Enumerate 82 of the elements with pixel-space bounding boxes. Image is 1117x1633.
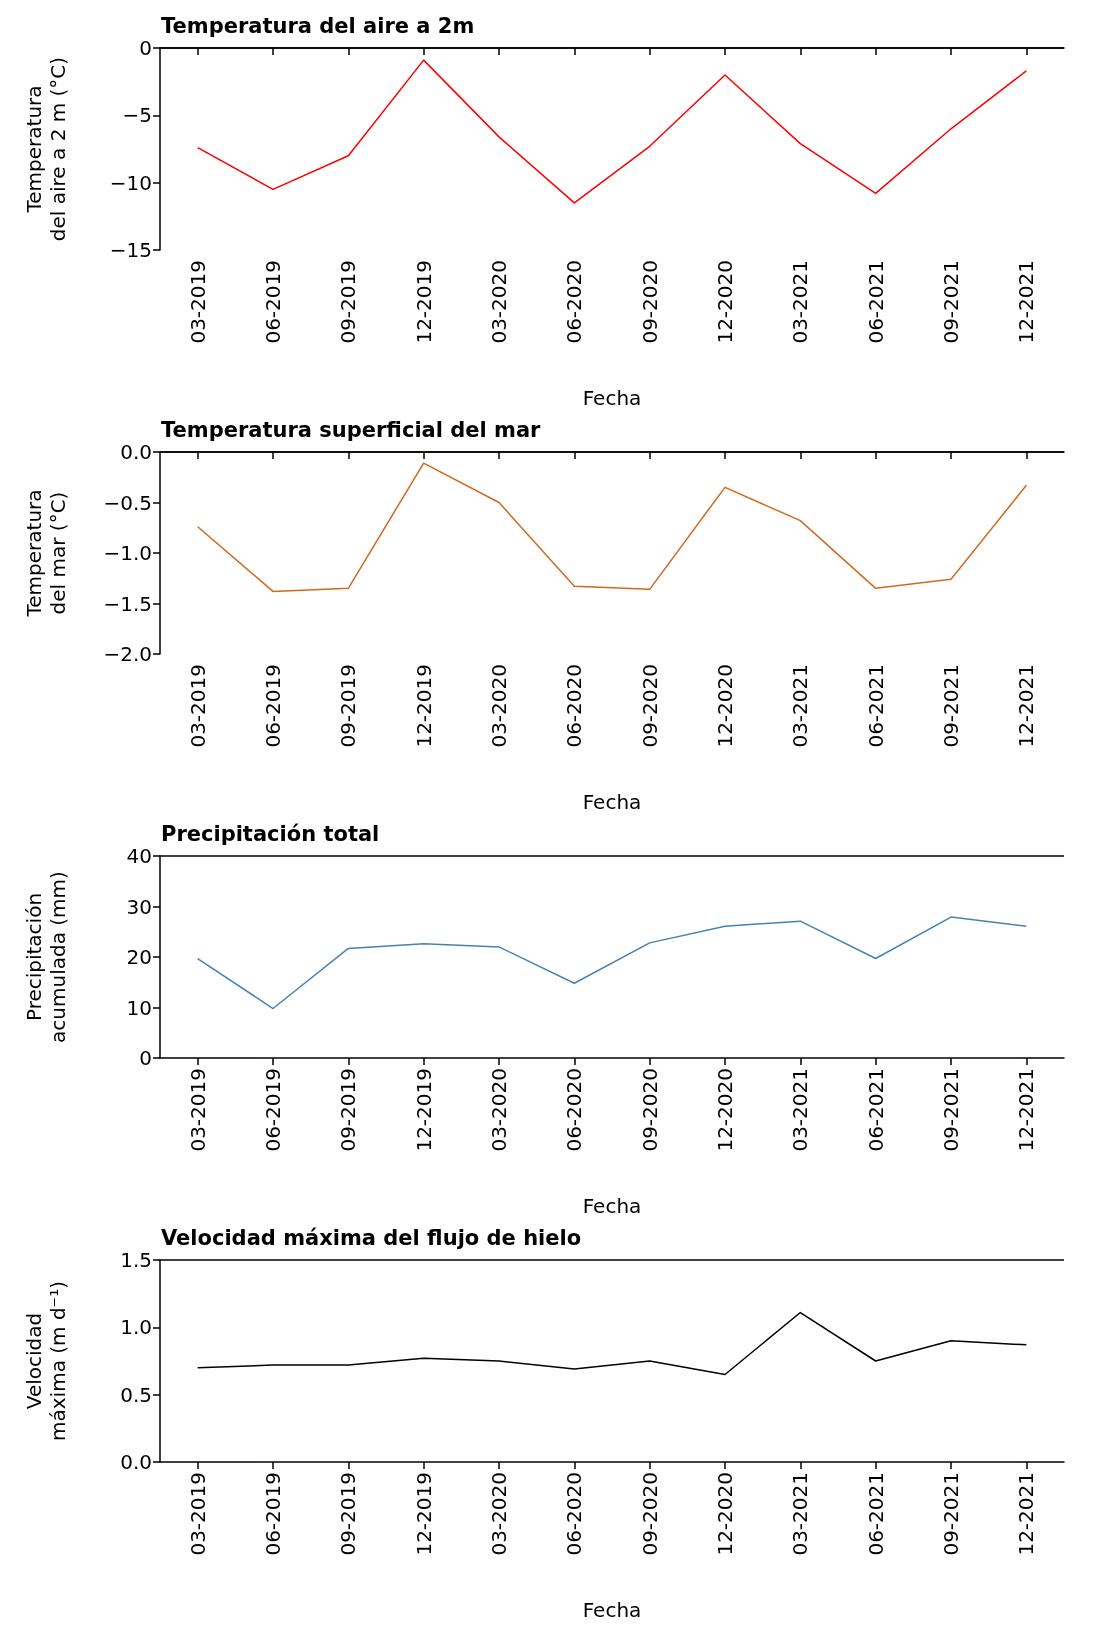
- x-tick-label: 09-2019: [336, 1068, 361, 1152]
- x-axis-title: Fecha: [582, 1194, 642, 1218]
- x-tick-label: 06-2019: [261, 1068, 285, 1152]
- x-tick-label: 03-2021: [788, 664, 813, 748]
- chart-title: Precipitación total: [161, 821, 380, 846]
- x-tick-label: 06-2019: [261, 1472, 285, 1556]
- x-tick-label: 12-2020: [713, 1472, 737, 1556]
- x-axis-title: Fecha: [582, 1598, 642, 1622]
- x-tick-label: 03-2020: [487, 1068, 511, 1152]
- x-tick-label: 09-2020: [637, 664, 662, 748]
- x-axis-title: Fecha: [582, 790, 642, 814]
- x-tick-label: 03-2020: [487, 1472, 511, 1556]
- x-tick-label: 06-2020: [562, 1472, 587, 1556]
- x-tick-label: 06-2020: [562, 664, 587, 748]
- x-tick-label: 03-2021: [788, 1068, 813, 1152]
- x-tick-label: 06-2019: [261, 664, 285, 748]
- y-tick-label: −10: [109, 170, 152, 195]
- y-tick-label: −1.0: [103, 541, 152, 565]
- x-tick-label: 09-2019: [336, 260, 361, 344]
- x-tick-label: 03-2020: [487, 664, 511, 748]
- x-tick-label: 09-2019: [336, 664, 361, 748]
- y-tick-label: −5: [122, 103, 152, 128]
- x-tick-label: 12-2019: [411, 1068, 436, 1152]
- x-tick-label: 03-2019: [185, 1068, 210, 1152]
- x-tick-label: 12-2020: [713, 1068, 737, 1152]
- x-tick-label: 09-2020: [637, 1472, 662, 1556]
- x-tick-label: 09-2021: [939, 1068, 963, 1152]
- line-series: [196, 916, 1028, 1010]
- y-tick-label: 0: [139, 36, 152, 60]
- x-tick-label: 03-2019: [185, 260, 210, 344]
- x-tick-label: 09-2021: [939, 260, 963, 344]
- x-tick-label: 12-2019: [411, 664, 436, 748]
- y-tick-label: −2.0: [103, 642, 152, 666]
- y-tick-label: 0.0: [120, 1450, 152, 1474]
- line-series: [196, 462, 1028, 593]
- y-tick-label: 1.5: [120, 1248, 152, 1272]
- x-tick-label: 12-2021: [1014, 260, 1039, 344]
- y-tick-label: 0.5: [120, 1382, 152, 1407]
- x-tick-label: 06-2020: [562, 1068, 587, 1152]
- x-tick-label: 06-2021: [863, 260, 888, 344]
- chart-title: Temperatura superficial del mar: [161, 417, 542, 442]
- x-tick-label: 06-2021: [863, 664, 888, 748]
- y-axis-title: Temperatura del mar (°C): [22, 489, 70, 618]
- x-tick-label: 06-2020: [562, 260, 587, 344]
- y-tick-label: −0.5: [103, 490, 152, 515]
- x-tick-label: 12-2019: [411, 260, 436, 344]
- y-tick-label: 30: [126, 894, 152, 919]
- x-tick-label: 03-2019: [185, 664, 210, 748]
- x-tick-label: 12-2020: [713, 664, 737, 748]
- x-axis-title: Fecha: [582, 386, 642, 410]
- line-series: [196, 1311, 1028, 1376]
- x-tick-label: 06-2019: [261, 260, 285, 344]
- x-tick-label: 09-2020: [637, 1068, 662, 1152]
- x-tick-label: 12-2019: [411, 1472, 436, 1556]
- x-tick-label: 03-2021: [788, 260, 813, 344]
- x-tick-label: 03-2021: [788, 1472, 813, 1556]
- x-tick-label: 03-2019: [185, 1472, 210, 1556]
- y-tick-label: −1.5: [103, 591, 152, 616]
- x-tick-label: 12-2021: [1014, 1068, 1039, 1152]
- y-axis-title: Temperatura del aire a 2 m (°C): [22, 56, 70, 242]
- y-tick-label: 10: [126, 995, 152, 1020]
- y-tick-label: 0: [139, 1046, 152, 1070]
- chart-title: Velocidad máxima del flujo de hielo: [161, 1225, 582, 1250]
- x-tick-label: 03-2020: [487, 260, 511, 344]
- line-series: [196, 59, 1028, 204]
- y-tick-label: 40: [126, 844, 152, 868]
- y-tick-label: 0.0: [120, 440, 152, 464]
- y-tick-label: 20: [126, 945, 152, 969]
- x-tick-label: 12-2020: [713, 260, 737, 344]
- x-tick-label: 12-2021: [1014, 1472, 1039, 1556]
- x-tick-label: 09-2020: [637, 260, 662, 344]
- x-tick-label: 12-2021: [1014, 664, 1039, 748]
- x-tick-label: 09-2021: [939, 1472, 963, 1556]
- x-tick-label: 06-2021: [863, 1472, 888, 1556]
- y-tick-label: −15: [109, 238, 152, 262]
- chart-title: Temperatura del aire a 2m: [161, 13, 475, 38]
- x-tick-label: 09-2021: [939, 664, 963, 748]
- y-tick-label: 1.0: [120, 1315, 152, 1340]
- y-axis-title: Velocidad máxima (m d⁻¹): [22, 1281, 70, 1441]
- x-tick-label: 09-2019: [336, 1472, 361, 1556]
- x-tick-label: 06-2021: [863, 1068, 888, 1152]
- y-axis-title: Precipitación acumulada (mm): [22, 871, 70, 1043]
